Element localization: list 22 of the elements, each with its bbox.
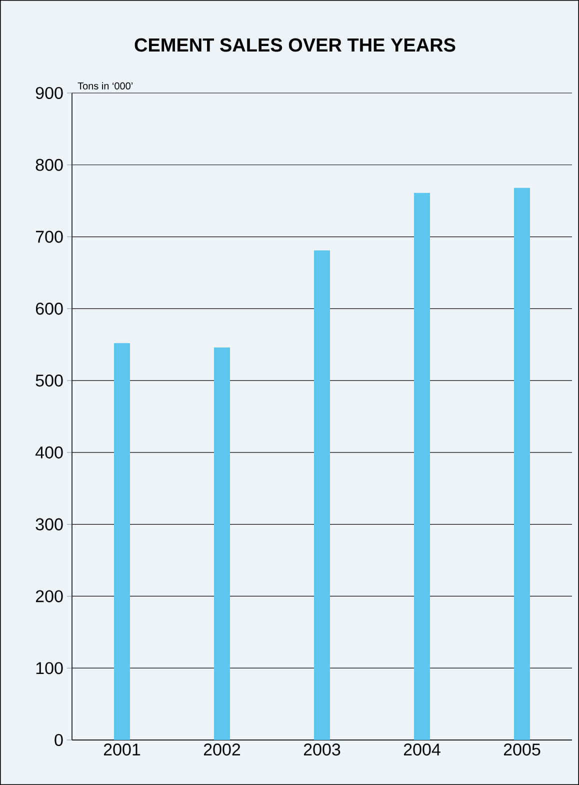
y-tick-label: 900 (36, 86, 63, 100)
y-axis-title: Tons in ‘000’ (78, 82, 132, 90)
y-tick-label: 700 (36, 230, 63, 243)
x-tick-label: 2004 (404, 744, 440, 756)
y-tick-label: 300 (36, 518, 63, 530)
y-tick-label: 200 (36, 590, 63, 602)
y-tick-label: 100 (36, 662, 63, 674)
bar (214, 347, 230, 740)
bar (314, 250, 330, 740)
y-tick-label: 0 (54, 734, 63, 746)
chart-title: CEMENT SALES OVER THE YEARS (134, 38, 456, 52)
y-tick-label: 500 (36, 374, 63, 387)
bar (514, 188, 530, 740)
x-tick-label: 2003 (304, 744, 340, 756)
y-tick-label: 600 (36, 302, 63, 315)
x-tick-label: 2001 (104, 744, 140, 756)
bar (114, 343, 130, 740)
x-tick-label: 2005 (504, 744, 540, 756)
bar (414, 192, 430, 740)
x-tick-label: 2002 (204, 744, 240, 756)
y-tick-label: 400 (35, 446, 63, 458)
y-tick-label: 800 (36, 158, 63, 171)
